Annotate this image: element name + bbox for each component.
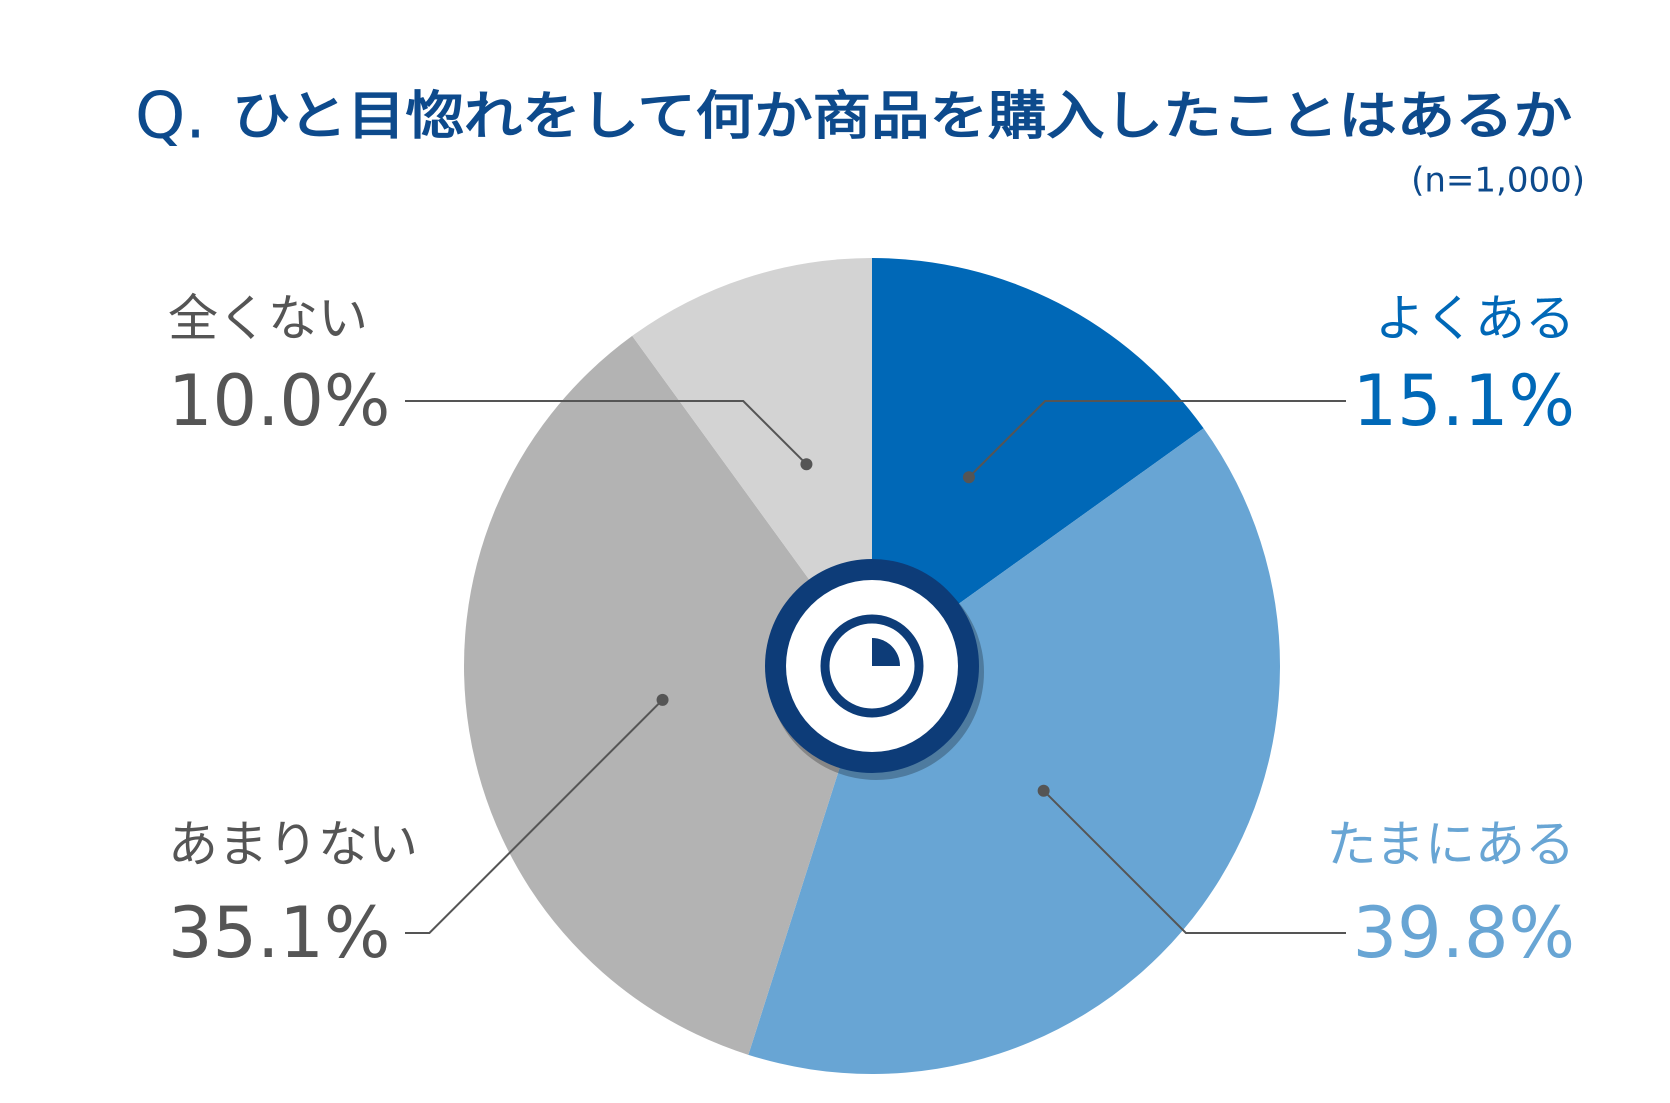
pie-slice — [464, 335, 872, 1055]
category-label: たまにある — [1327, 816, 1576, 874]
title-prefix: Q. — [135, 80, 206, 154]
pie-slice — [632, 258, 872, 666]
leader-dot — [962, 471, 975, 484]
value-label: 39.8% — [1353, 892, 1575, 974]
value-label: 10.0% — [168, 360, 390, 442]
leader-line — [405, 699, 664, 934]
leader-line — [968, 400, 1346, 478]
center-icon — [820, 614, 924, 718]
leader-dot — [656, 693, 669, 706]
pie-slice — [748, 428, 1281, 1074]
value-label: 15.1% — [1353, 360, 1575, 442]
center-icon-wedge — [872, 638, 900, 666]
leader-line — [405, 400, 808, 465]
leader-dot — [1037, 784, 1050, 797]
chart-subtitle: (n=1,000) — [1411, 161, 1585, 201]
pie-slice — [872, 258, 1204, 666]
leader-dot — [800, 458, 813, 471]
category-label: あまりない — [168, 816, 418, 874]
category-label: 全くない — [168, 290, 368, 348]
leader-line — [1042, 789, 1346, 934]
category-label: よくある — [1375, 290, 1575, 348]
value-label: 35.1% — [168, 892, 390, 974]
chart-title: ひと目惚れをして何か商品を購入したことはあるか — [232, 87, 1572, 147]
